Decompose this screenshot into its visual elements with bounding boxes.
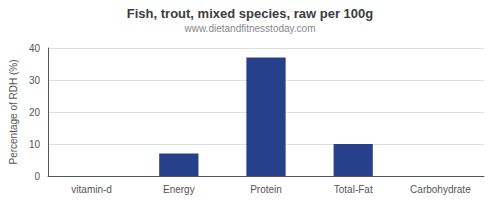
svg-text:10: 10 <box>29 139 41 150</box>
svg-text:www.dietandfitnesstoday.com: www.dietandfitnesstoday.com <box>184 23 316 34</box>
svg-text:0: 0 <box>34 171 40 182</box>
svg-text:Protein: Protein <box>250 184 282 195</box>
svg-text:Percentage of RDH (%): Percentage of RDH (%) <box>8 59 19 164</box>
svg-text:30: 30 <box>29 75 41 86</box>
svg-text:Total-Fat: Total-Fat <box>334 184 373 195</box>
svg-text:20: 20 <box>29 107 41 118</box>
svg-text:40: 40 <box>29 43 41 54</box>
svg-text:Energy: Energy <box>163 184 195 195</box>
svg-text:Fish, trout, mixed species, ra: Fish, trout, mixed species, raw per 100g <box>127 6 373 21</box>
svg-text:vitamin-d: vitamin-d <box>71 184 112 195</box>
svg-text:Carbohydrate: Carbohydrate <box>410 184 471 195</box>
